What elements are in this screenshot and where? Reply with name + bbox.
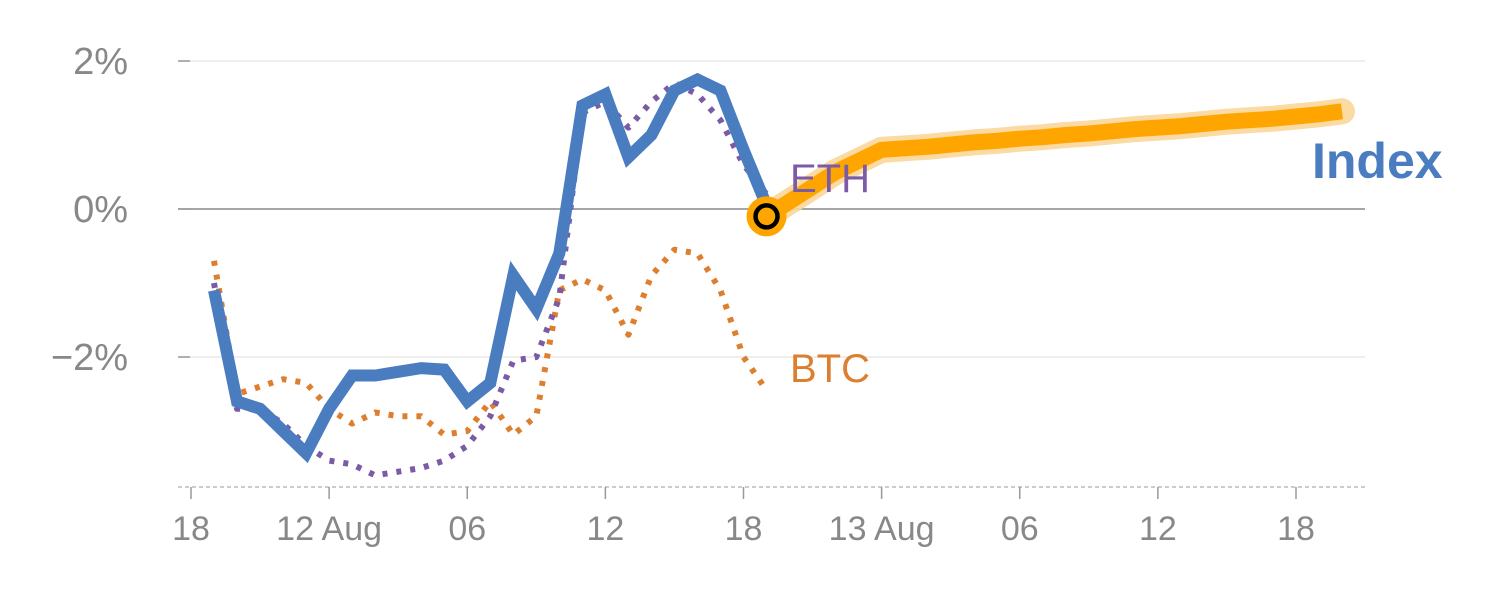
index-series-label: Index [1312, 133, 1443, 189]
x-tick-label: 18 [725, 510, 763, 548]
x-tick-label: 12 [586, 510, 624, 548]
x-axis: 18 12 Aug 06 12 18 13 Aug 06 12 18 [172, 486, 1365, 548]
eth-series-line [211, 80, 769, 479]
y-tick-label: 2% [73, 41, 128, 83]
x-tick-label: 06 [1001, 510, 1039, 548]
series-lines [208, 72, 1355, 479]
x-tick-label: 12 [1139, 510, 1177, 548]
y-axis: 2% 0% −2% [51, 41, 190, 379]
btc-series-label: BTC [790, 347, 870, 391]
x-tick-label: 06 [448, 510, 486, 548]
x-tick-label: 18 [172, 510, 210, 548]
eth-series-label: ETH [790, 157, 870, 201]
current-point-marker [746, 196, 787, 237]
series-labels: ETH BTC Index [790, 133, 1443, 391]
marker-point [753, 203, 780, 230]
index-series-line [208, 72, 773, 464]
y-tick-label: 0% [73, 189, 128, 231]
x-tick-label: 12 Aug [276, 510, 382, 548]
y-tick-label: −2% [51, 337, 128, 379]
btc-series-line [211, 246, 769, 438]
forecast-line [762, 103, 1344, 224]
x-tick-label: 18 [1277, 510, 1315, 548]
x-tick-label: 13 Aug [829, 510, 935, 548]
